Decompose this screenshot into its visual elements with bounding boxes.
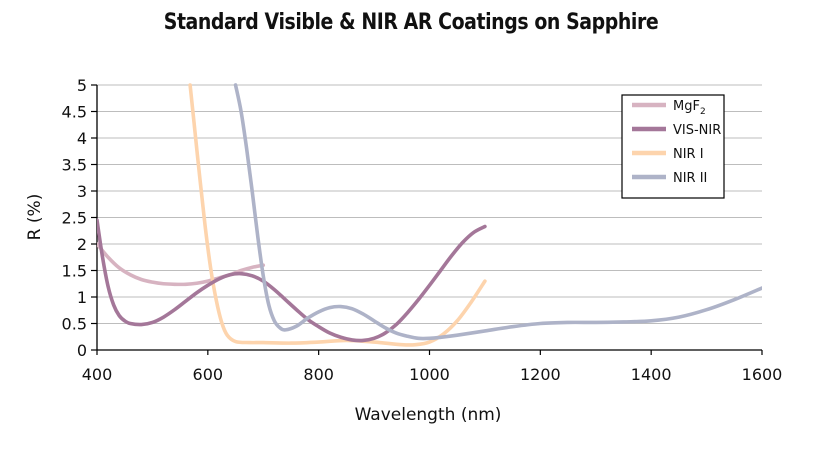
legend-label-subscript: 2 — [700, 107, 706, 117]
legend-label-text: VIS-NIR — [673, 123, 721, 138]
chart-title: Standard Visible & NIR AR Coatings on Sa… — [163, 10, 659, 35]
x-axis-title: Wavelength (nm) — [355, 405, 502, 425]
legend-label-mgf2: MgF2 — [673, 99, 706, 117]
x-tick-label: 1200 — [520, 365, 561, 384]
legend-label-text: NIR II — [673, 171, 707, 186]
y-tick-label: 2.5 — [62, 209, 87, 228]
y-tick-label: 3 — [77, 182, 87, 201]
x-tick-label: 400 — [82, 365, 113, 384]
y-tick-label: 0 — [77, 341, 87, 360]
y-tick-label: 4 — [77, 129, 87, 148]
legend-label-nir-ii: NIR II — [673, 171, 707, 186]
x-tick-label: 1400 — [631, 365, 672, 384]
y-tick-label: 3.5 — [62, 156, 87, 175]
legend-label-text: NIR I — [673, 147, 704, 162]
x-tick-label: 1600 — [742, 365, 783, 384]
legend-label-vis-nir: VIS-NIR — [673, 123, 721, 138]
y-tick-label: 5 — [77, 76, 87, 95]
y-tick-label: 1.5 — [62, 262, 87, 281]
y-tick-label: 1 — [77, 288, 87, 307]
series-line-mgf2 — [97, 242, 266, 287]
legend: MgF2 VIS-NIR NIR I NIR II — [621, 94, 725, 199]
legend-label-nir-i: NIR I — [673, 147, 704, 162]
x-tick-label: 600 — [193, 365, 224, 384]
x-tick-label: 800 — [303, 365, 334, 384]
x-tick-label: 1000 — [409, 365, 450, 384]
y-tick-label: 2 — [77, 235, 87, 254]
legend-box — [621, 94, 725, 199]
y-tick-label: 4.5 — [62, 103, 87, 122]
series-lines — [97, 83, 762, 347]
y-tick-label: 0.5 — [62, 315, 87, 334]
tick-labels: 0 0.5 1 1.5 2 2.5 3 3.5 4 4.5 5 400 600 800 1000 1200 14… — [62, 76, 783, 384]
series-line-nir-ii — [233, 83, 762, 341]
legend-label-text: MgF — [673, 99, 700, 114]
y-axis-title: R (%) — [25, 194, 45, 241]
series-line-vis-nir — [97, 218, 487, 343]
